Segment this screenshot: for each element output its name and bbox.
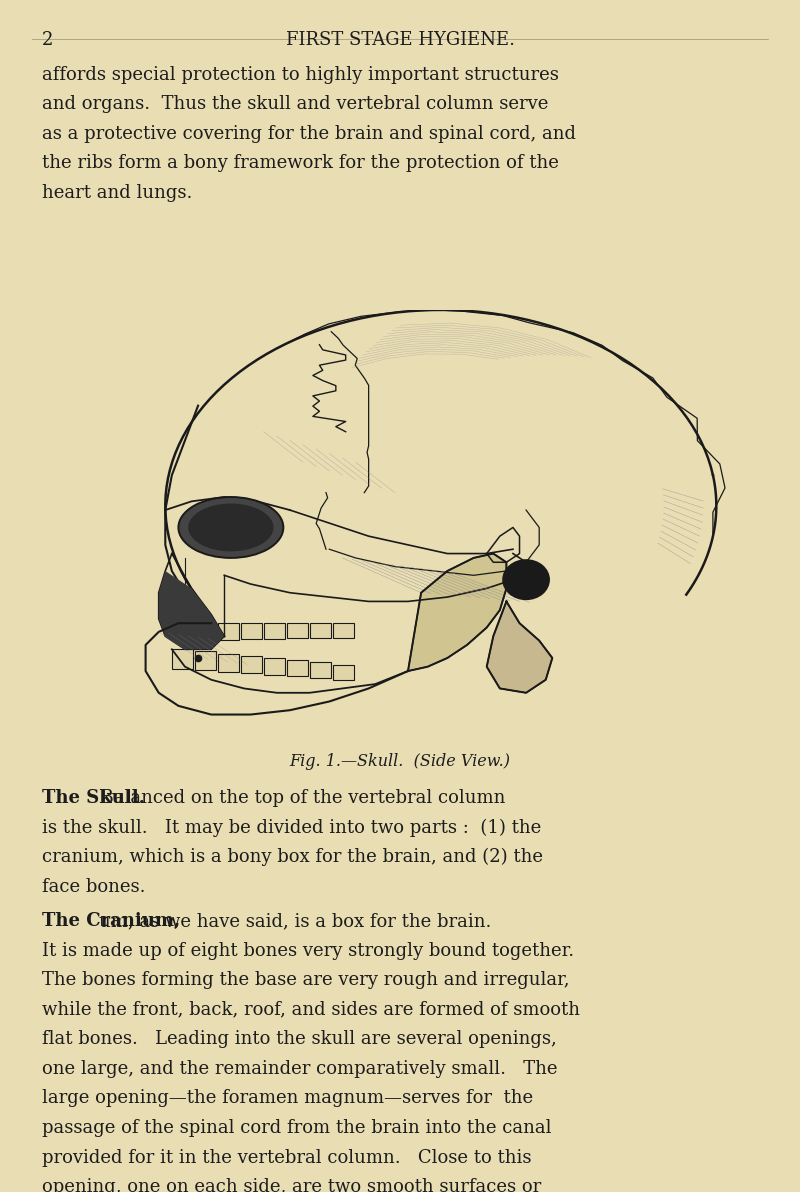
Text: The Cranium,: The Cranium, (42, 912, 180, 930)
Text: The bones forming the base are very rough and irregular,: The bones forming the base are very roug… (42, 971, 569, 989)
Text: It is made up of eight bones very strongly bound together.: It is made up of eight bones very strong… (42, 942, 574, 960)
Polygon shape (408, 553, 506, 671)
FancyBboxPatch shape (310, 663, 330, 678)
Text: is the skull.   It may be divided into two parts :  (1) the: is the skull. It may be divided into two… (42, 819, 541, 837)
FancyBboxPatch shape (264, 658, 285, 675)
FancyBboxPatch shape (172, 650, 193, 669)
Ellipse shape (503, 560, 549, 600)
FancyBboxPatch shape (264, 623, 285, 639)
FancyBboxPatch shape (310, 623, 330, 638)
FancyBboxPatch shape (172, 623, 193, 640)
Text: large opening—the foramen magnum—serves for  the: large opening—the foramen magnum—serves … (42, 1089, 533, 1107)
Text: opening, one on each side, are two smooth surfaces or: opening, one on each side, are two smoot… (42, 1178, 541, 1192)
Text: while the front, back, roof, and sides are formed of smooth: while the front, back, roof, and sides a… (42, 1001, 579, 1019)
FancyBboxPatch shape (241, 623, 262, 639)
Text: passage of the spinal cord from the brain into the canal: passage of the spinal cord from the brai… (42, 1119, 551, 1137)
FancyBboxPatch shape (195, 623, 216, 640)
Polygon shape (158, 571, 224, 650)
Ellipse shape (188, 503, 274, 552)
Text: um, as we have said, is a box for the brain.: um, as we have said, is a box for the br… (98, 912, 491, 930)
Text: Balanced on the top of the vertebral column: Balanced on the top of the vertebral col… (90, 789, 506, 807)
Text: affords special protection to highly important structures: affords special protection to highly imp… (42, 66, 558, 83)
Text: face bones.: face bones. (42, 877, 145, 896)
Text: The Skull.: The Skull. (42, 789, 145, 807)
Text: as a protective covering for the brain and spinal cord, and: as a protective covering for the brain a… (42, 125, 576, 143)
FancyBboxPatch shape (286, 623, 308, 639)
FancyBboxPatch shape (333, 664, 354, 679)
Text: heart and lungs.: heart and lungs. (42, 184, 192, 201)
Text: 2: 2 (42, 31, 53, 49)
Text: and organs.  Thus the skull and vertebral column serve: and organs. Thus the skull and vertebral… (42, 95, 548, 113)
FancyBboxPatch shape (333, 623, 354, 638)
FancyBboxPatch shape (286, 660, 308, 677)
Text: FIRST STAGE HYGIENE.: FIRST STAGE HYGIENE. (286, 31, 514, 49)
Text: the ribs form a bony framework for the protection of the: the ribs form a bony framework for the p… (42, 154, 558, 173)
FancyBboxPatch shape (241, 656, 262, 673)
Ellipse shape (178, 497, 283, 558)
Text: Fig. 1.—Skull.  (Side View.): Fig. 1.—Skull. (Side View.) (290, 753, 510, 770)
FancyBboxPatch shape (218, 653, 238, 672)
Text: one large, and the remainder comparatively small.   The: one large, and the remainder comparative… (42, 1060, 557, 1078)
FancyBboxPatch shape (195, 652, 216, 670)
Polygon shape (486, 602, 552, 693)
Text: flat bones.   Leading into the skull are several openings,: flat bones. Leading into the skull are s… (42, 1030, 556, 1049)
Text: provided for it in the vertebral column.   Close to this: provided for it in the vertebral column.… (42, 1149, 531, 1167)
Text: cranium, which is a bony box for the brain, and (2) the: cranium, which is a bony box for the bra… (42, 849, 542, 867)
FancyBboxPatch shape (218, 623, 238, 640)
